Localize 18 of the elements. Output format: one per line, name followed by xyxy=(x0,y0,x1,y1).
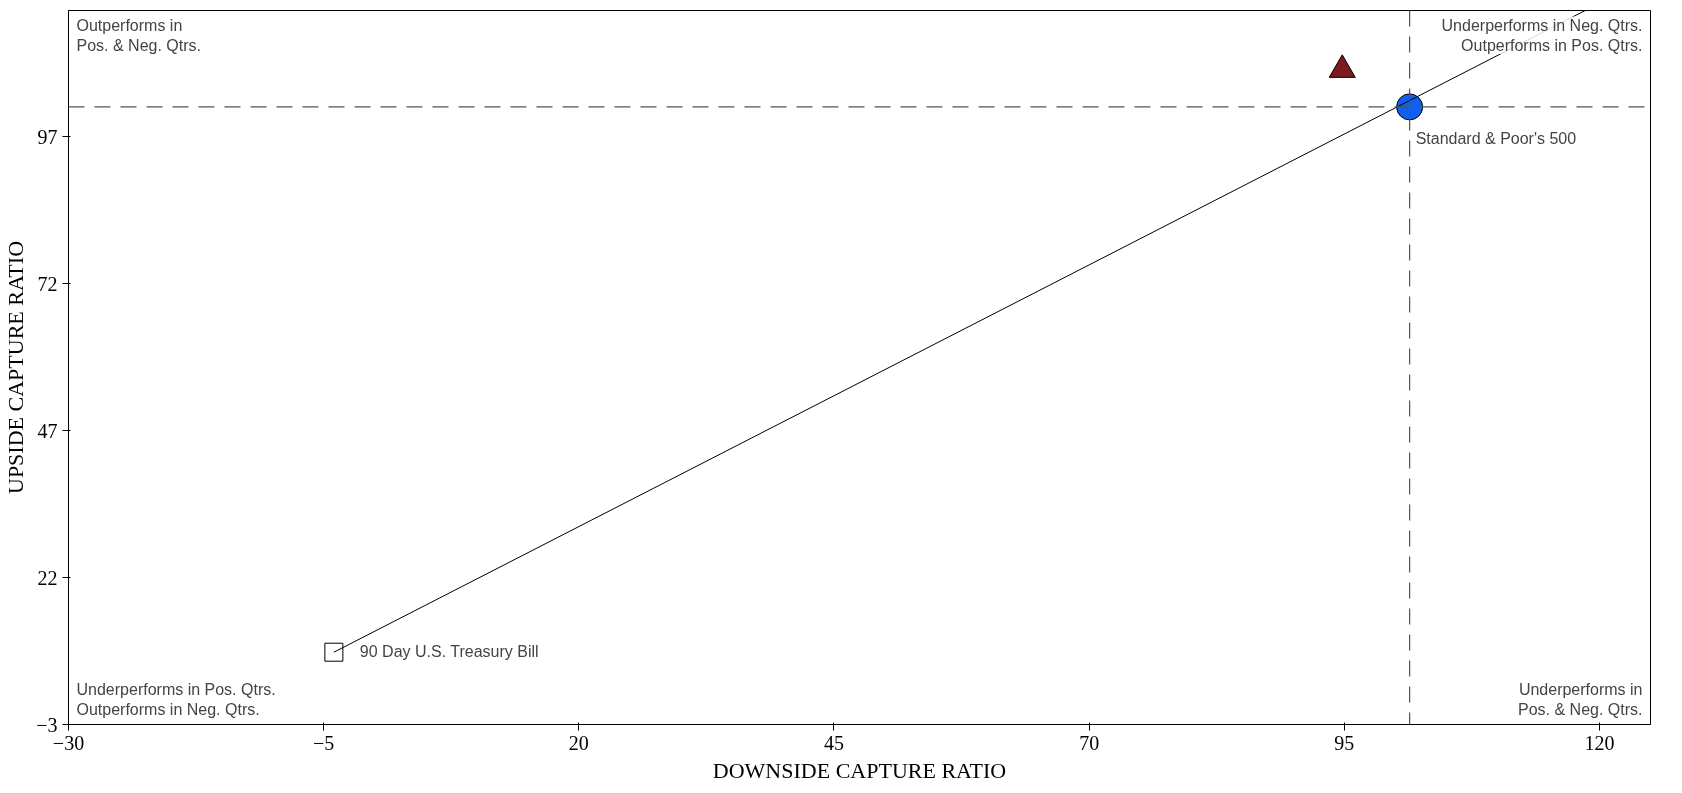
x-tick-label: 45 xyxy=(823,731,844,754)
x-tick-label: −5 xyxy=(313,731,335,754)
x-tick-label: 95 xyxy=(1334,731,1355,754)
x-tick-label: 70 xyxy=(1079,731,1100,754)
annotation: Underperforms in Neg. Qtrs. Outperforms in Pos. Qtrs. xyxy=(1441,16,1643,54)
x-tick-label: 20 xyxy=(568,731,589,754)
y-tick-label: 47 xyxy=(37,419,58,442)
series-label: 90 Day U.S. Treasury Bill xyxy=(359,643,539,661)
y-tick-label: 97 xyxy=(37,125,58,148)
y-tick-label: 72 xyxy=(37,272,58,295)
annotation: Underperforms in Pos. & Neg. Qtrs. xyxy=(1518,681,1643,719)
x-axis-title: DOWNSIDE CAPTURE RATIO xyxy=(712,757,1007,783)
series-label: Standard & Poor's 500 xyxy=(1415,129,1577,147)
y-tick-label: 22 xyxy=(37,566,58,589)
annotation: Outperforms in Pos. & Neg. Qtrs. xyxy=(76,16,201,54)
x-tick-label: 120 xyxy=(1584,731,1615,754)
y-axis-title: UPSIDE CAPTURE RATIO xyxy=(3,240,29,495)
annotation: Underperforms in Pos. Qtrs. Outperforms in Neg. Qtrs. xyxy=(76,681,276,719)
